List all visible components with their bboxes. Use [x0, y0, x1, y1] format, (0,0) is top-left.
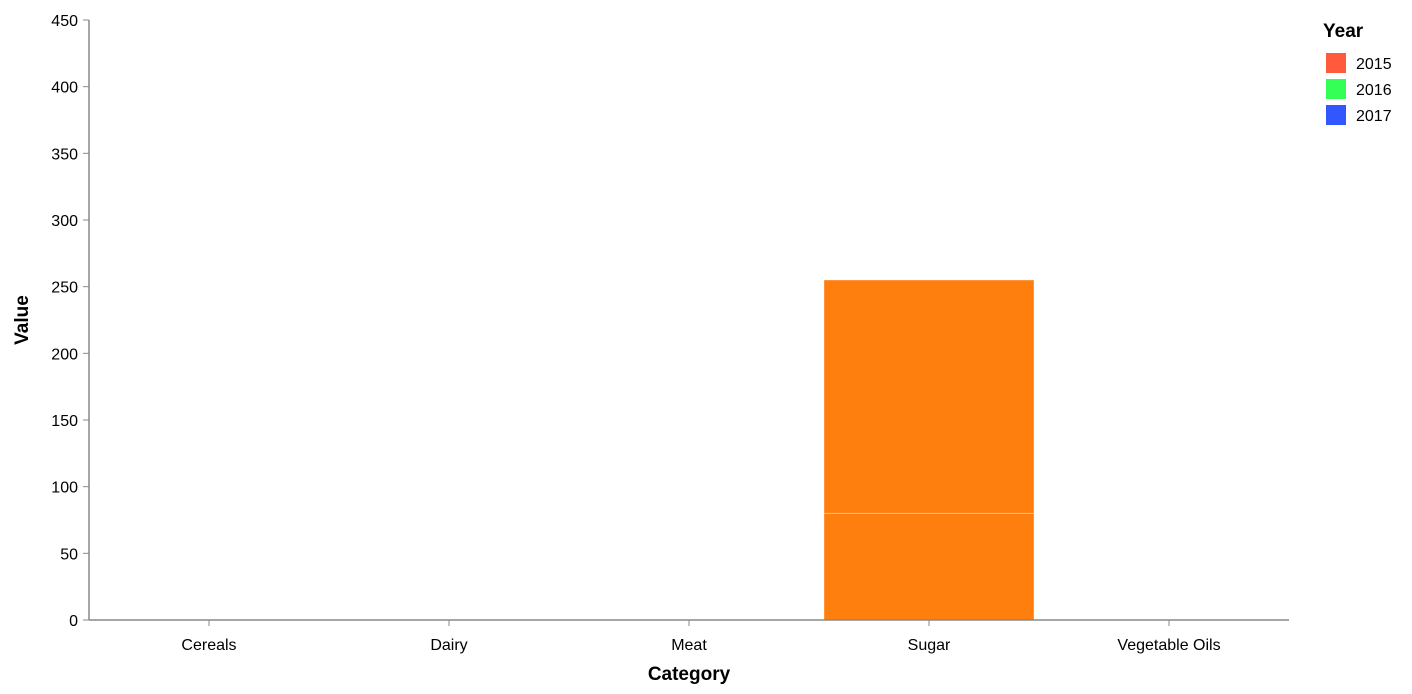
y-tick-label-450: 450	[51, 13, 78, 30]
x-axis-title: Category	[648, 664, 731, 685]
y-tick-label-200: 200	[51, 346, 78, 363]
y-tick-label-400: 400	[51, 80, 78, 97]
y-tick-label-50: 50	[60, 546, 78, 563]
plot-area	[823, 279, 1035, 621]
y-tick-label-250: 250	[51, 280, 78, 297]
x-tick-label-dairy: Dairy	[430, 637, 467, 654]
legend-title: Year	[1323, 21, 1364, 42]
legend: Year 2015 2016 2017	[1323, 21, 1392, 125]
y-axis-title: Value	[12, 295, 33, 345]
bar-segment-sugar-0	[823, 512, 1035, 621]
legend-label-2017: 2017	[1356, 108, 1392, 125]
y-axis: 0 50 100 150 200 250 300 350 400 450	[51, 13, 90, 630]
y-tick-label-350: 350	[51, 146, 78, 163]
x-tick-label-sugar: Sugar	[908, 637, 951, 654]
x-axis: Cereals Dairy Meat Sugar Vegetable Oils	[89, 619, 1289, 654]
y-tick-label-300: 300	[51, 213, 78, 230]
legend-label-2015: 2015	[1356, 56, 1392, 73]
legend-swatch-2016	[1326, 79, 1346, 99]
x-tick-label-vegetable-oils: Vegetable Oils	[1117, 637, 1220, 654]
legend-swatch-2017	[1326, 105, 1346, 125]
x-tick-label-cereals: Cereals	[181, 637, 236, 654]
x-tick-label-meat: Meat	[671, 637, 707, 654]
y-tick-label-150: 150	[51, 413, 78, 430]
legend-swatch-2015	[1326, 53, 1346, 73]
legend-label-2016: 2016	[1356, 82, 1392, 99]
y-tick-label-0: 0	[69, 613, 78, 630]
y-tick-label-100: 100	[51, 480, 78, 497]
bar-segment-sugar-1	[823, 279, 1035, 514]
